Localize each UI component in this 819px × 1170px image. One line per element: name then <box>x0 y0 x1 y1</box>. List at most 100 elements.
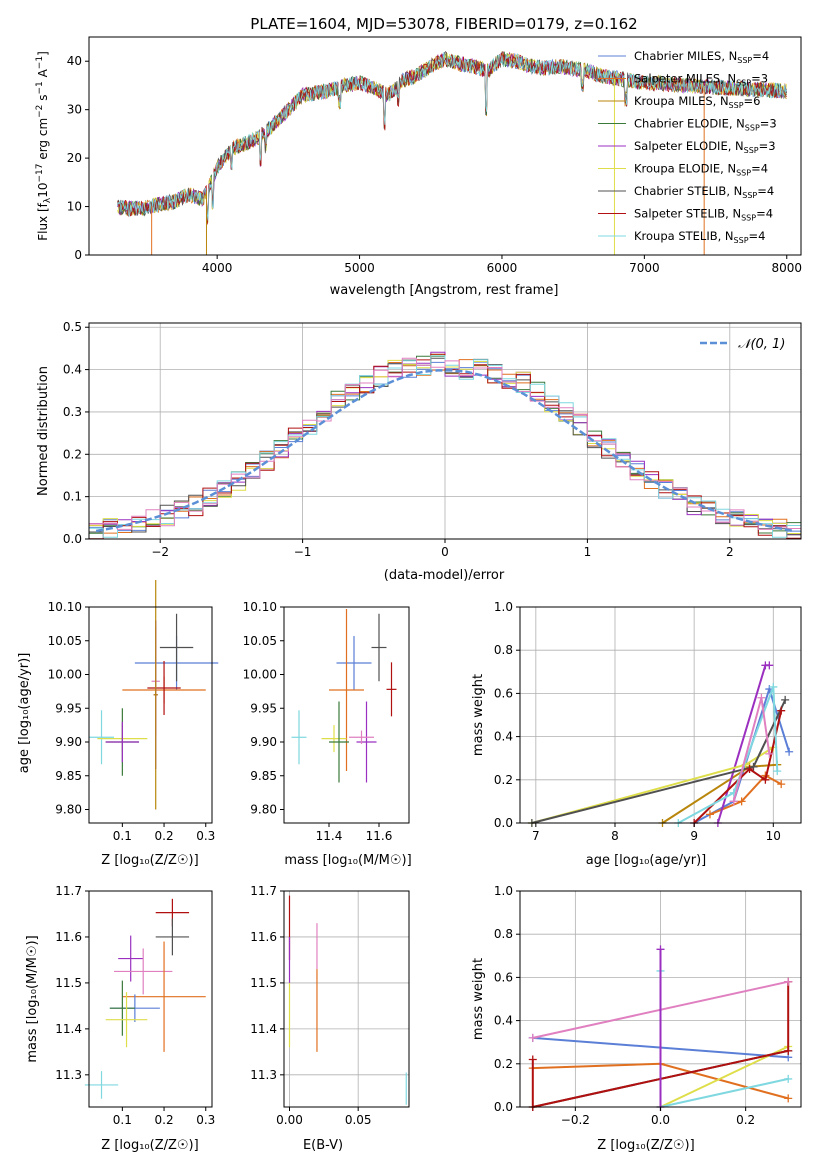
mw-z-panel-series-line <box>660 1045 789 1108</box>
spectrum-legend-label: Chabrier ELODIE, NSSP=3 <box>634 117 777 133</box>
mw-age-panel-point-marker <box>729 797 738 806</box>
mw-age-panel-point-marker <box>777 706 786 715</box>
legend-text: Salpeter STELIB, N <box>634 207 741 221</box>
legend-n: =4 <box>756 207 773 221</box>
mw-z-panel-point-marker <box>528 1033 537 1042</box>
legend-text: Salpeter ELODIE, N <box>634 139 744 153</box>
spectrum-ytick-label: 0 <box>74 248 82 262</box>
mw-age-panel-point-marker <box>781 695 790 704</box>
mw-age-panel-point-marker <box>785 747 794 756</box>
spectrum-ylabel-text: Flux [fλ10−17 erg cm−2 s−1 A−1] <box>35 51 53 241</box>
mw-z-panel-xtick-label: 0.0 <box>651 1113 670 1127</box>
spectrum-xticks: 4000 5000 6000 7000 8000 <box>202 255 802 275</box>
spectrum-xtick-label: 6000 <box>487 261 518 275</box>
spectrum-ytick-label: 30 <box>67 103 82 117</box>
mw-z-panel-ytick-label: 0.2 <box>494 1057 513 1071</box>
spectrum-ylabel-part: −1 <box>35 81 45 94</box>
spectrum-ylabel: Flux [fλ10−17 erg cm−2 s−1 A−1] <box>35 51 53 241</box>
legend-text: Kroupa MILES, N <box>634 94 729 108</box>
age-z-panel-axes-frame <box>88 606 213 824</box>
mw-age-panel-xtick-label: 7 <box>532 829 540 843</box>
mass-ebv-panel-ytick-label: 11.6 <box>250 930 277 944</box>
mw-age-panel-series-line <box>709 774 782 816</box>
age-z-panel-xtick-label: 0.1 <box>113 829 132 843</box>
legend-n: =4 <box>752 49 769 63</box>
age-z-panel-xtick-label: 0.3 <box>196 829 215 843</box>
mw-z-panel-ytick-label: 0.8 <box>494 927 513 941</box>
age-mass-xlabel: mass [log₁₀(M/M☉)] <box>284 853 411 868</box>
mw-age-panel-ytick-label: 0.4 <box>494 730 513 744</box>
mass-ebv-xlabel: E(B-V) <box>303 1138 343 1153</box>
age-mass-panel-xtick-label: 11.4 <box>316 829 343 843</box>
legend-sub: SSP <box>737 56 752 65</box>
mw-z-panel-ytick-label: 0.4 <box>494 1014 513 1028</box>
spectrum-ylabel-part: erg cm <box>36 118 50 164</box>
spectrum-xtick-label: 7000 <box>629 261 660 275</box>
spectrum-xtick-label: 5000 <box>344 261 375 275</box>
age-mass-panel-axes-frame <box>283 606 410 824</box>
spectrum-ytick-label: 10 <box>67 200 82 214</box>
spectrum-xtick-label: 4000 <box>202 261 233 275</box>
mw-z-panel-xtick-label: −0.2 <box>561 1113 590 1127</box>
hist-xtick-label: −2 <box>151 545 169 559</box>
age-mass-panel-ytick-label: 9.85 <box>250 769 277 783</box>
age-z-panel-ytick-label: 10.05 <box>48 634 82 648</box>
spectrum-legend-label: Kroupa MILES, NSSP=6 <box>634 94 760 110</box>
spectrum-line <box>117 51 787 221</box>
legend-n: =4 <box>749 229 766 243</box>
mw-age-panel-ytick-label: 0.6 <box>494 686 513 700</box>
mw-z-panel-point-marker <box>784 1046 793 1055</box>
spectrum-legend-label: Chabrier STELIB, NSSP=4 <box>634 184 774 200</box>
spectrum-ylabel-part: Flux [f <box>36 202 50 240</box>
mass-z-panel-xtick-label: 0.3 <box>196 1113 215 1127</box>
legend-text: Kroupa STELIB, N <box>634 229 734 243</box>
mw-age-panel-point-marker <box>761 775 770 784</box>
legend-sub: SSP <box>744 146 759 155</box>
hist-ytick-label: 0.1 <box>63 490 82 504</box>
mw-z-panel-series-line <box>659 970 789 1109</box>
mass-ebv-panel-xtick-label: 0.00 <box>276 1113 303 1127</box>
hist-ytick-label: 0.5 <box>63 320 82 334</box>
mw-z-xlabel: Z [log₁₀(Z/Z☉)] <box>597 1138 694 1153</box>
spectrum-panel: PLATE=1604, MJD=53078, FIBERID=0179, z=0… <box>35 15 802 298</box>
legend-n: =4 <box>751 162 768 176</box>
age-mass-panel-ytick-label: 9.80 <box>250 803 277 817</box>
spectrum-ylabel-part: −2 <box>35 105 45 118</box>
age-z-panel-xtick-label: 0.2 <box>155 829 174 843</box>
spectrum-ytick-label: 40 <box>67 54 82 68</box>
mw-age-panel-xtick-label: 8 <box>611 829 619 843</box>
gauss-curve <box>95 369 795 533</box>
spectrum-ylabel-part: 10 <box>36 183 50 198</box>
mw-z-ylabel: mass weight <box>471 958 486 1040</box>
legend-n: =3 <box>751 72 768 86</box>
legend-text: Chabrier MILES, N <box>634 49 737 63</box>
mass-z-panel: 0.1 0.2 0.3 11.3 11.4 11.5 11.6 11.7 <box>55 884 215 1127</box>
legend-sub: SSP <box>741 214 756 223</box>
spectrum-axes-frame <box>88 36 802 256</box>
spectrum-plot-area <box>117 51 787 255</box>
mw-age-panel-series-line <box>677 686 779 824</box>
mw-age-panel-ytick-label: 0.0 <box>494 816 513 830</box>
mass-z-panel-ytick-label: 11.5 <box>55 976 82 990</box>
legend-n: =3 <box>759 139 776 153</box>
spectrum-ylabel-part: −17 <box>35 164 45 183</box>
hist-xtick-label: 2 <box>726 545 734 559</box>
hist-ytick-label: 0.2 <box>63 447 82 461</box>
age-mass-panel-ytick-label: 9.95 <box>250 701 277 715</box>
mass-z-panel-axes-frame <box>88 890 213 1108</box>
mass-ebv-panel-ytick-label: 11.3 <box>250 1068 277 1082</box>
age-mass-panel-ytick-label: 10.10 <box>243 600 277 614</box>
mw-age-panel-xtick-label: 10 <box>766 829 781 843</box>
spectrum-ylabel-part: λ <box>43 197 53 203</box>
hist-xtick-label: 0 <box>441 545 449 559</box>
mw-age-panel-xtick-label: 9 <box>690 829 698 843</box>
mw-z-panel-point-marker <box>656 945 665 954</box>
legend-sub: SSP <box>736 169 751 178</box>
legend-text: Kroupa ELODIE, N <box>634 162 736 176</box>
age-z-xlabel: Z [log₁₀(Z/Z☉)] <box>101 853 198 868</box>
mw-z-panel-ytick-label: 0.6 <box>494 970 513 984</box>
mw-z-panel-point-marker <box>784 977 793 986</box>
hist-xtick-label: −1 <box>294 545 312 559</box>
spectrum-title: PLATE=1604, MJD=53078, FIBERID=0179, z=0… <box>250 15 637 33</box>
